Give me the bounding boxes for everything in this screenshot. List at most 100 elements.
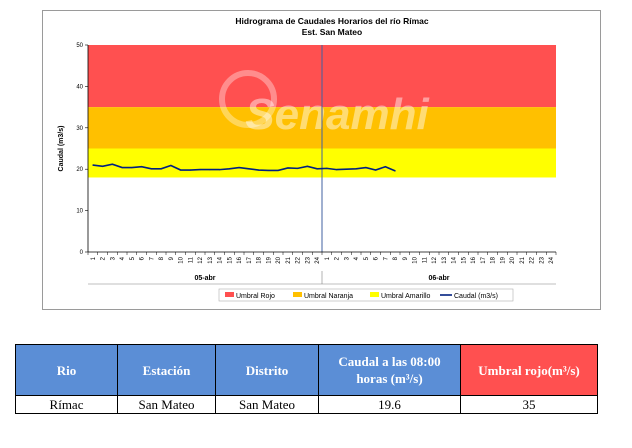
x-tick-label: 17	[247, 256, 253, 263]
series-point	[150, 168, 152, 170]
x-tick-label: 12	[198, 256, 204, 263]
series-point	[267, 169, 269, 172]
x-tick-label: 23	[305, 256, 311, 263]
series-line-caudal	[92, 163, 396, 172]
series-point	[102, 165, 104, 167]
legend-label: Umbral Naranja	[304, 293, 353, 300]
x-tick-label: 17	[481, 256, 487, 263]
series-point	[92, 164, 94, 166]
table-header-row: Rio Estación Distrito Caudal a las 08:00…	[15, 344, 598, 396]
x-tick-label: 21	[286, 256, 292, 263]
x-tick-label: 3	[344, 256, 350, 260]
x-tick-label: 15	[227, 256, 233, 263]
cell-umbral-rojo: 35	[460, 395, 598, 414]
x-tick-label: 8	[393, 256, 399, 260]
series-point	[384, 166, 386, 168]
cell-distrito: San Mateo	[215, 395, 319, 414]
senamhi-watermark: Senamhi	[245, 90, 429, 139]
x-tick-label: 19	[266, 256, 272, 263]
x-tick-label: 18	[491, 256, 497, 263]
cell-caudal: 19.6	[318, 395, 461, 414]
y-axis-title: Caudal (m3/s)	[58, 126, 65, 172]
series-point	[316, 168, 318, 170]
x-tick-label: 23	[539, 256, 545, 263]
cell-estacion: San Mateo	[117, 395, 216, 414]
series-point	[258, 169, 260, 171]
x-tick-label: 1	[325, 256, 331, 260]
legend-label: Caudal (m3/s)	[454, 293, 498, 300]
series-point	[228, 168, 230, 170]
date-label: 05-abr	[194, 275, 215, 282]
legend-label: Umbral Rojo	[236, 293, 275, 300]
x-tick-label: 21	[520, 256, 526, 263]
x-tick-label: 15	[461, 256, 467, 263]
x-tick-label: 6	[140, 256, 146, 260]
x-tick-label: 18	[257, 256, 263, 263]
y-tick-label: 0	[80, 250, 84, 256]
x-tick-label: 24	[549, 256, 555, 263]
x-tick-label: 20	[510, 256, 516, 263]
series-point	[287, 167, 289, 169]
y-tick-label: 10	[76, 209, 83, 215]
x-tick-label: 9	[403, 256, 409, 260]
series-point	[336, 169, 338, 171]
date-label: 06-abr	[428, 275, 449, 282]
x-tick-label: 9	[169, 256, 175, 260]
x-tick-label: 2	[335, 256, 341, 260]
legend-swatch	[293, 292, 302, 297]
series-point	[277, 169, 279, 172]
series-point	[141, 166, 143, 168]
x-tick-label: 6	[374, 256, 380, 260]
header-caudal: Caudal a las 08:00 horas (m³/s)	[318, 344, 461, 396]
x-tick-label: 13	[442, 256, 448, 263]
series-point	[160, 168, 162, 170]
x-tick-label: 20	[276, 256, 282, 263]
series-point	[375, 169, 377, 171]
series-point	[365, 166, 367, 169]
x-tick-label: 14	[452, 256, 458, 263]
series-point	[297, 167, 299, 169]
series-point	[209, 169, 211, 171]
y-tick-label: 50	[76, 43, 83, 49]
header-rio: Rio	[15, 344, 118, 396]
series-point	[394, 170, 396, 172]
series-point	[111, 163, 113, 165]
series-point	[238, 166, 240, 169]
series-point	[121, 166, 123, 169]
legend-swatch	[225, 292, 234, 297]
header-umbral-rojo: Umbral rojo(m³/s)	[460, 344, 598, 396]
series-point	[355, 168, 357, 170]
legend-box	[218, 288, 514, 302]
cell-rio: Rímac	[15, 395, 118, 414]
x-tick-label: 11	[188, 256, 194, 263]
x-tick-label: 4	[120, 256, 126, 260]
chart-frame: Hidrograma de Caudales Horarios del río …	[42, 10, 601, 310]
x-tick-label: 10	[179, 256, 185, 263]
series-point	[326, 167, 328, 169]
x-tick-label: 16	[237, 256, 243, 263]
x-tick-label: 5	[364, 256, 370, 260]
chart-title: Hidrograma de Caudales Horarios del río …	[235, 16, 428, 26]
series-point	[219, 169, 221, 171]
series-point	[345, 168, 347, 170]
x-tick-label: 16	[471, 256, 477, 263]
hydrograph-chart: Hidrograma de Caudales Horarios del río …	[58, 16, 557, 302]
x-tick-label: 22	[530, 256, 536, 263]
x-tick-label: 12	[432, 256, 438, 263]
x-tick-label: 8	[159, 256, 165, 260]
series-point	[248, 168, 250, 170]
x-tick-label: 14	[218, 256, 224, 263]
x-tick-label: 24	[315, 256, 321, 263]
legend-swatch	[370, 292, 379, 297]
header-estacion: Estación	[117, 344, 216, 396]
series-point	[199, 169, 201, 171]
series-point	[170, 164, 172, 167]
x-tick-label: 4	[354, 256, 360, 260]
y-tick-label: 30	[76, 126, 83, 132]
discharge-table: Rio Estación Distrito Caudal a las 08:00…	[15, 344, 598, 414]
x-tick-label: 22	[296, 256, 302, 263]
series-point	[180, 169, 182, 171]
series-point	[189, 169, 191, 171]
header-distrito: Distrito	[215, 344, 319, 396]
series-point	[131, 166, 133, 169]
